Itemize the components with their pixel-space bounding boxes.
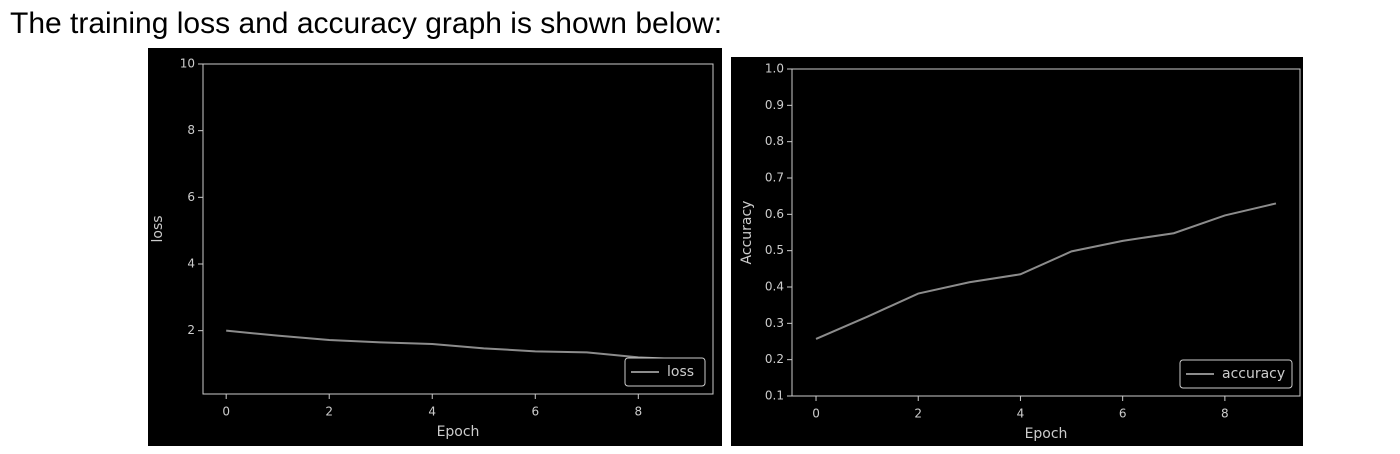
x-tick-label: 6 — [531, 405, 539, 419]
y-tick-label: 8 — [187, 123, 195, 137]
y-tick-label: 0.5 — [765, 243, 784, 257]
x-tick-label: 8 — [634, 405, 642, 419]
chart: 0.1 0.2 0.3 0.4 0.5 0.6 0.7 0.8 0.9 1.0 0 2 4 6 8 Epoch… — [731, 57, 1303, 446]
y-tick-label: 2 — [187, 323, 195, 337]
axes-frame — [791, 68, 1301, 397]
x-tick-label: 4 — [1017, 407, 1025, 421]
x-tick-label: 4 — [428, 405, 436, 419]
x-tick-label: 2 — [914, 407, 922, 421]
x-axis-label: Epoch — [437, 424, 480, 440]
legend-box — [624, 357, 706, 387]
x-tick-label: 0 — [222, 405, 230, 419]
y-tick-label: 0.3 — [765, 316, 784, 330]
y-tick-label: 0.8 — [765, 134, 784, 148]
series-line — [815, 202, 1277, 340]
y-tick-label: 6 — [187, 190, 195, 204]
y-tick-label: 0.2 — [765, 352, 784, 366]
y-tick-label: 0.4 — [765, 280, 784, 294]
x-tick-label: 2 — [325, 405, 333, 419]
x-tick-label: 6 — [1119, 407, 1127, 421]
legend-label: accuracy — [1222, 366, 1285, 382]
x-axis-label: Epoch — [1025, 426, 1068, 442]
y-tick-label: 4 — [187, 257, 195, 271]
y-tick-label: 1.0 — [765, 62, 784, 76]
y-tick-label: 0.6 — [765, 207, 784, 221]
legend-label: loss — [667, 364, 694, 380]
y-axis-label: loss — [150, 215, 166, 242]
legend-box — [1179, 359, 1293, 389]
y-tick-label: 0.7 — [765, 171, 784, 185]
axes-frame — [202, 63, 714, 395]
series-line — [226, 329, 690, 361]
x-tick-label: 8 — [1221, 407, 1229, 421]
y-tick-label: 0.1 — [765, 389, 784, 403]
x-tick-label: 0 — [812, 407, 820, 421]
y-tick-label: 0.9 — [765, 98, 784, 112]
chart: 2 4 6 8 10 0 2 4 6 8 Epoch loss loss — [148, 48, 722, 446]
y-tick-label: 10 — [180, 57, 195, 71]
heading: The training loss and accuracy graph is … — [10, 7, 722, 40]
y-axis-label: Accuracy — [739, 201, 755, 265]
